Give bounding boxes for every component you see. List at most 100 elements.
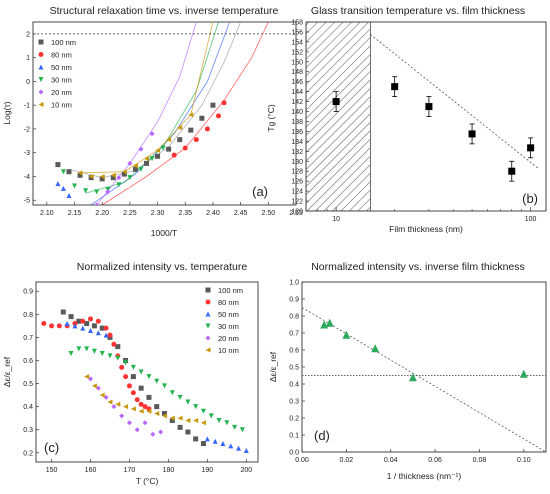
panel-a-point [160,145,166,151]
panel-a-ytick-label: -3 [24,150,30,157]
panel-a-series-layer [33,22,296,205]
panel-b-point [508,167,516,175]
panel-b-ytick-label: 136 [291,129,303,136]
panel-c-xtick-label: 190 [202,467,214,474]
panel-c-point [80,325,86,331]
panel-c-legend-marker [205,335,211,341]
panel-a-point [166,146,172,152]
panel-a-point [199,115,205,121]
panel-a-fit-curve [90,22,230,205]
panel-c-point [56,323,62,329]
panel-c-ytick-label: 0.7 [23,335,33,342]
panel-c-point [130,374,136,380]
panel-c-point [72,323,78,329]
panel-c-point [134,397,140,403]
panel-c-point [224,420,230,426]
panel-a-point [110,172,116,178]
panel-c-point [243,447,249,453]
panel-c-legend-marker [205,323,211,329]
panel-a-point [66,169,72,175]
panel-d-xtick-label: 0.08 [473,457,487,464]
panel-c-point [169,417,175,423]
panel-a-point [88,173,94,179]
panel-b-point [468,130,476,138]
panel-b-ytick-label: 124 [291,189,303,196]
panel-a-point [155,153,161,159]
panel-c-legend-label: 50 nm [218,310,239,319]
panel-c-point [99,351,105,357]
panel-c-point [99,325,105,331]
panel-a-point [116,175,122,181]
panel-a-point [72,183,78,189]
panel-c-point [88,327,94,333]
panel-a-point [188,127,194,133]
panel-a-xtick-label: 2.35 [178,210,192,217]
panel-b-letter: (b) [522,191,538,206]
panel-c-ytick-label: 0.2 [23,450,33,457]
panel-a-ytick-label: -5 [24,198,30,205]
panel-b-point [332,98,340,106]
panel-a-xtick-label: 2.45 [234,210,248,217]
panel-c-point [107,332,113,338]
panel-c-xtick-label: 170 [124,467,136,474]
panel-d-ytick-label: 0.1 [289,433,299,440]
panel-c-xtick-label: 150 [46,467,58,474]
panel-d-ytick-label: 0.9 [289,297,299,304]
panel-a-point [99,176,105,182]
panel-c-point [138,369,144,375]
panel-c-point [185,399,191,405]
panel-a-point [166,137,172,143]
panel-a-point [177,137,183,143]
panel-c-point [103,325,109,331]
panel-a-legend-label: 50 nm [51,63,72,72]
panel-c-point [130,390,136,396]
panel-a-point [127,160,133,166]
panel-c-point [84,321,90,327]
panel-c-point [169,415,175,421]
panel-c-point [193,436,199,442]
panel-c-ytick-label: 0.9 [23,289,33,296]
panel-c-ytick-label: 0.4 [23,404,33,411]
panel-d-plot-area: 0.00 0.02 0.04 0.06 0.08 0.10 0.0 0.1 0.2 0.3 0.4 0… [289,280,546,464]
panel-b-ytick-label: 132 [291,149,303,156]
panel-b-ytick-label: 148 [291,69,303,76]
panel-d-ytick-label: 1.0 [289,280,299,287]
panel-b-plot-area: 10 100 120 122 124 126 128 130 132 134 136 138 140 14… [291,20,539,223]
panel-a-legend-marker [38,89,44,95]
panel-b-ylabel: Tg (°C) [266,104,276,132]
panel-c-legend-label: 20 nm [218,334,239,343]
panel-c-point [212,438,218,444]
panel-d-letter: (d) [314,428,330,443]
panel-a-legend-label: 80 nm [51,51,72,60]
panel-d-xtick-label: 0.02 [340,457,354,464]
panel-c-letter: (c) [44,440,59,455]
panel-c-legend-marker [205,299,211,305]
panel-c-point [239,427,245,433]
panel-c-point [236,445,242,451]
panel-a-legend-label: 100 nm [51,38,76,47]
panel-a-ytick-label: -2 [24,126,30,133]
panel-a-ytick-label: -1 [24,103,30,110]
panel-a-ytick-label: 1 [26,55,30,62]
panel-c-point [103,332,109,338]
panel-a-plot-area: 2.10 2.15 2.20 2.25 2.30 2.35 2.40 2.45 2.50 2.55… [24,22,303,217]
panel-c-point [185,417,191,423]
panel-a-point [60,169,66,175]
panel-c-point [91,323,97,329]
panel-b-ytick-label: 140 [291,109,303,116]
panel-a-ytick-label: 0 [26,79,30,86]
panel-c-point [123,360,129,366]
panel-c-point [220,441,226,447]
panel-c-point [150,431,156,437]
panel-c-series-layer [41,309,249,453]
panel-c-point [200,441,206,447]
panel-a-point [132,163,138,169]
panel-c-ytick-label: 0.8 [23,312,33,319]
panel-a-point [138,166,144,172]
panel-c-xtick-label: 200 [240,467,252,474]
panel-a-legend-label: 30 nm [51,76,72,85]
panel-d-series-layer [302,307,546,452]
panel-b-ytick-label: 134 [291,139,303,146]
panel-a-frame [32,21,297,206]
